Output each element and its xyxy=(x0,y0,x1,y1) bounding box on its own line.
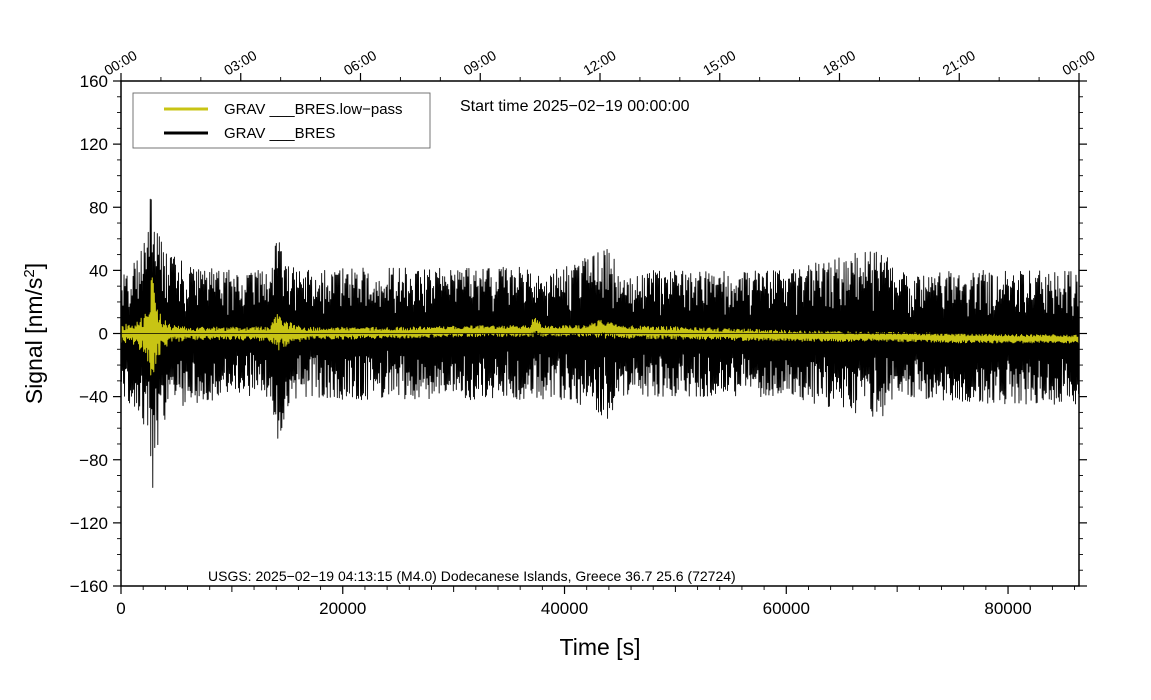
x-tick-label: 80000 xyxy=(984,599,1031,618)
event-note: USGS: 2025−02−19 04:13:15 (M4.0) Dodecan… xyxy=(208,568,736,584)
y-tick-label: −80 xyxy=(79,451,108,470)
x-tick-label: 60000 xyxy=(763,599,810,618)
series-layer xyxy=(120,198,1080,488)
legend-label: GRAV ___BRES xyxy=(224,125,335,142)
legend: GRAV ___BRES.low−pass GRAV ___BRES xyxy=(132,92,431,149)
series-line-raw xyxy=(120,198,1080,488)
series-line-low-pass xyxy=(120,277,1080,376)
y-tick-label: 160 xyxy=(80,72,108,91)
x-tick-label: 0 xyxy=(116,599,125,618)
y-tick-label: 0 xyxy=(99,325,108,344)
x-axis-label: Time [s] xyxy=(560,634,641,660)
tick-layer: 160 120 80 40 0 −40 −80 −120 −160 0 20000 40000 6000… xyxy=(70,72,1087,618)
y-tick-label: 40 xyxy=(89,261,108,280)
y-tick-label: −120 xyxy=(70,514,108,533)
y-tick-label: −160 xyxy=(70,577,108,596)
x-tick-label: 20000 xyxy=(319,599,366,618)
top-axis: 00:00 03:00 06:00 09:00 12:00 15:00 18:00 21:00… xyxy=(101,47,1098,81)
y-tick-label: 120 xyxy=(80,135,108,154)
y-tick-label: 80 xyxy=(89,198,108,217)
x-tick-label: 40000 xyxy=(541,599,588,618)
legend-box xyxy=(132,92,431,149)
y-axis-label: Signal [nm/s2] xyxy=(21,263,48,404)
start-time-annotation: Start time 2025−02−19 00:00:00 xyxy=(460,98,690,115)
y-tick-label: −40 xyxy=(79,388,108,407)
legend-label: GRAV ___BRES.low−pass xyxy=(224,101,403,118)
